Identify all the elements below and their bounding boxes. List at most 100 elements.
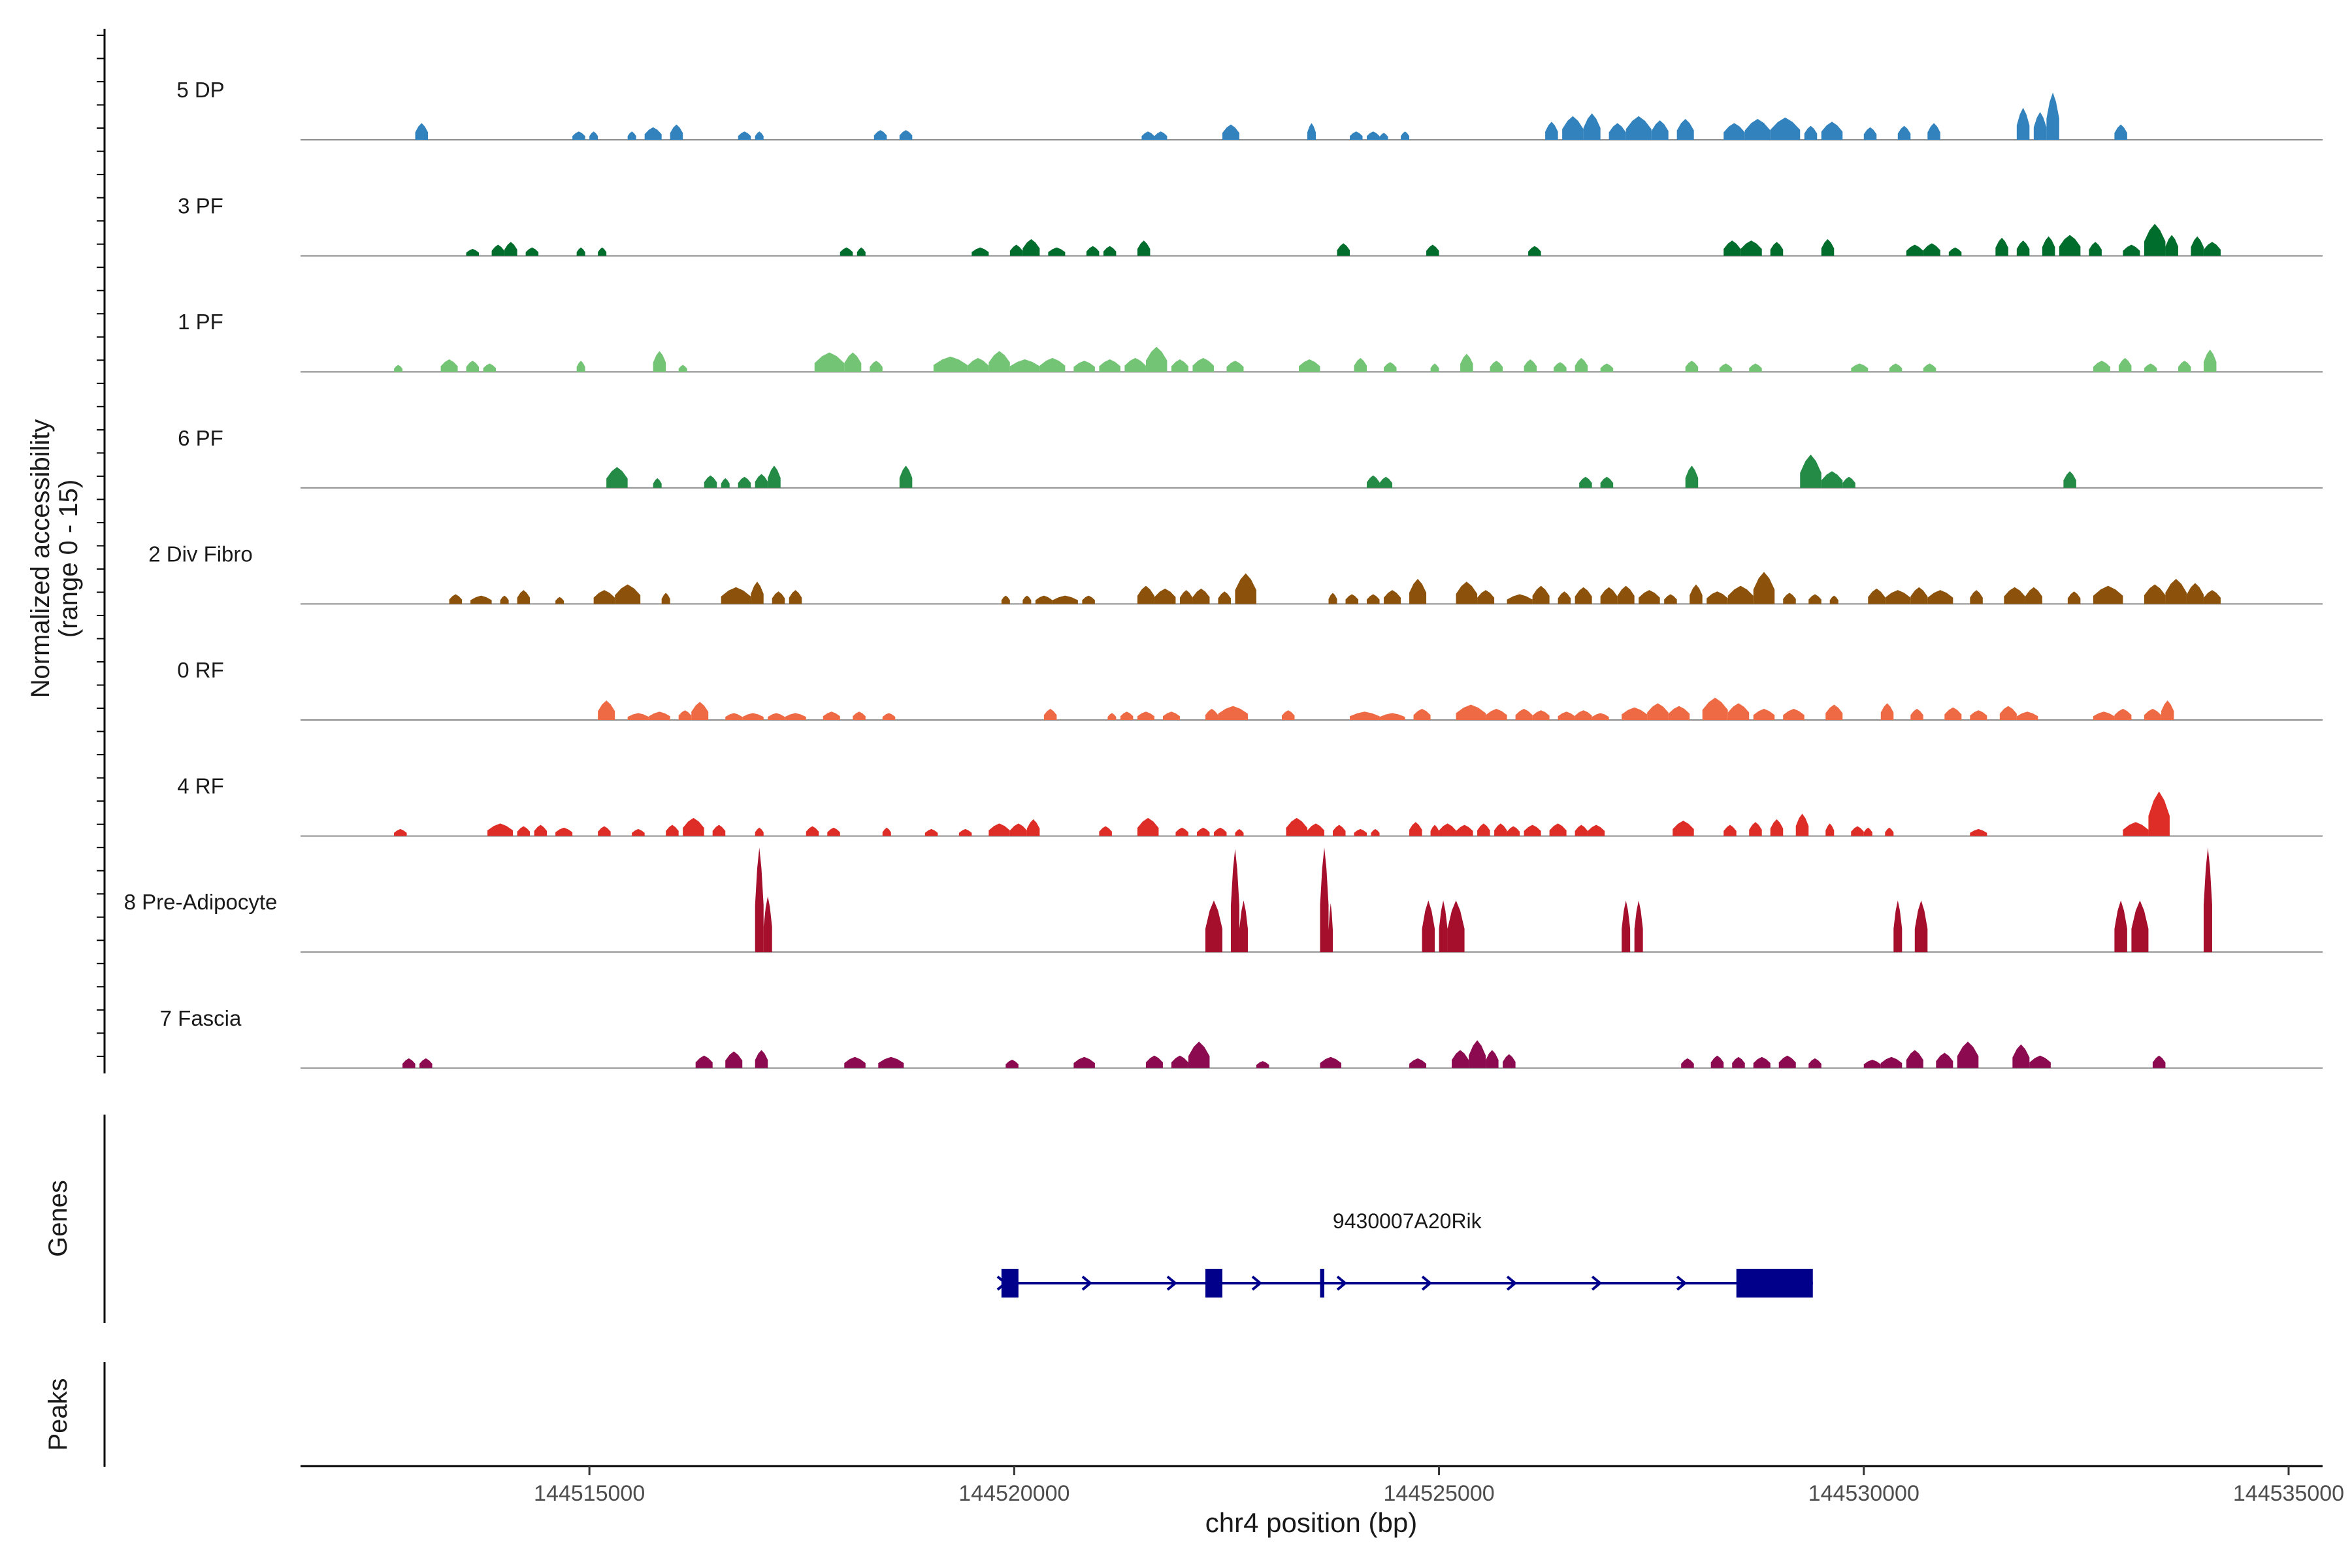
coverage-peak	[2025, 587, 2042, 604]
coverage-peak	[1880, 1056, 1903, 1068]
coverage-peak	[988, 823, 1010, 836]
coverage-peak	[1770, 117, 1801, 140]
coverage-peak	[785, 713, 806, 720]
coverage-peak	[1732, 1056, 1745, 1068]
track-5-dp: 5 DP	[176, 78, 2323, 140]
coverage-peak	[1664, 594, 1677, 604]
x-tick-label: 144530000	[1808, 1481, 1919, 1506]
strand-arrow	[1591, 1275, 1603, 1291]
coverage-tracks: 5 DP 3 PF 1 PF 6 PF 2 Div Fibro 0 RF 4 RF 8 Pre…	[124, 78, 2323, 1069]
coverage-peak	[1727, 585, 1754, 604]
coverage-peak	[1549, 823, 1567, 836]
coverage-peak	[576, 247, 585, 256]
coverage-peak	[1770, 242, 1784, 256]
track-label: 1 PF	[178, 310, 223, 334]
coverage-peak	[1298, 359, 1320, 372]
track-label: 7 Fascia	[160, 1006, 242, 1030]
coverage-peak	[504, 242, 517, 256]
track-label: 5 DP	[176, 78, 224, 102]
coverage-peak	[755, 1050, 768, 1068]
coverage-peak	[1230, 849, 1239, 953]
coverage-peak	[1783, 708, 1805, 720]
coverage-peak	[1532, 710, 1550, 720]
coverage-peak	[1825, 823, 1835, 836]
coverage-peak	[1205, 708, 1218, 720]
coverage-peak	[742, 713, 764, 720]
coverage-peak	[1690, 584, 1703, 604]
coverage-peak	[394, 828, 407, 836]
gene-exon	[1001, 1269, 1019, 1298]
coverage-peak	[1022, 595, 1032, 604]
coverage-peak	[1808, 1058, 1821, 1068]
coverage-peak	[1673, 821, 1694, 836]
coverage-peak	[1863, 827, 1872, 836]
coverage-peak	[1910, 708, 1923, 720]
coverage-peak	[1575, 357, 1588, 372]
coverage-peak	[844, 1056, 866, 1068]
coverage-peak	[2012, 1044, 2030, 1068]
coverage-peak	[1218, 706, 1248, 720]
coverage-peak	[1337, 243, 1350, 256]
coverage-peak	[1154, 588, 1176, 604]
coverage-peak	[882, 827, 891, 836]
coverage-peak	[1893, 900, 1903, 953]
coverage-peak	[555, 827, 573, 836]
coverage-peak	[1009, 359, 1040, 372]
coverage-peak	[1192, 588, 1210, 604]
coverage-peak	[2089, 242, 2102, 256]
coverage-peak	[2191, 236, 2204, 256]
coverage-peak	[1948, 247, 1962, 256]
coverage-peak	[1995, 237, 2008, 256]
coverage-peak	[2118, 357, 2132, 372]
coverage-peak	[1753, 708, 1775, 720]
coverage-peak	[1707, 591, 1728, 604]
track-8-pre-adipocyte: 8 Pre-Adipocyte	[124, 847, 2323, 953]
coverage-peak	[683, 817, 704, 836]
coverage-peak	[1477, 823, 1490, 836]
coverage-peak	[1685, 465, 1699, 488]
coverage-peak	[763, 896, 772, 953]
coverage-peak	[2114, 900, 2127, 953]
coverage-peak	[751, 581, 764, 604]
strand-arrow	[1251, 1275, 1263, 1291]
coverage-peak	[1600, 476, 1614, 488]
coverage-peak	[1082, 595, 1095, 604]
coverage-peak	[738, 131, 751, 140]
coverage-peak	[1328, 593, 1337, 604]
coverage-peak	[1235, 573, 1256, 604]
coverage-peak	[598, 826, 611, 836]
strand-arrow	[1676, 1275, 1688, 1291]
coverage-peak	[1350, 711, 1380, 720]
coverage-peak	[649, 711, 670, 720]
coverage-peak	[1456, 581, 1478, 604]
coverage-peak	[878, 1056, 904, 1068]
coverage-peak	[2186, 583, 2204, 604]
coverage-peak	[1371, 828, 1380, 836]
coverage-peak	[470, 595, 492, 604]
coverage-peak	[1783, 593, 1796, 604]
coverage-peak	[1914, 900, 1928, 953]
coverage-peak	[1889, 363, 1903, 372]
coverage-peak	[1379, 476, 1393, 488]
coverage-peak	[1447, 900, 1465, 953]
coverage-peak	[1863, 127, 1877, 140]
coverage-peak	[653, 478, 662, 488]
coverage-peak	[2203, 590, 2221, 604]
coverage-peak	[1384, 590, 1401, 604]
coverage-peak	[1927, 590, 1953, 604]
coverage-peak	[1575, 587, 1592, 604]
coverage-peak	[1592, 713, 1609, 720]
coverage-peak	[2203, 242, 2221, 256]
coverage-peak	[2178, 361, 2191, 372]
coverage-peak	[606, 466, 628, 488]
coverage-peak	[1175, 827, 1188, 836]
coverage-peak	[1328, 903, 1333, 953]
coverage-peak	[1486, 708, 1507, 720]
coverage-peak	[1286, 817, 1307, 836]
coverage-peak	[2161, 700, 2174, 720]
coverage-peak	[1124, 357, 1146, 372]
coverage-peak	[1256, 1061, 1269, 1068]
coverage-peak	[1120, 711, 1134, 720]
coverage-peak	[500, 595, 509, 604]
coverage-peak	[2144, 363, 2157, 372]
